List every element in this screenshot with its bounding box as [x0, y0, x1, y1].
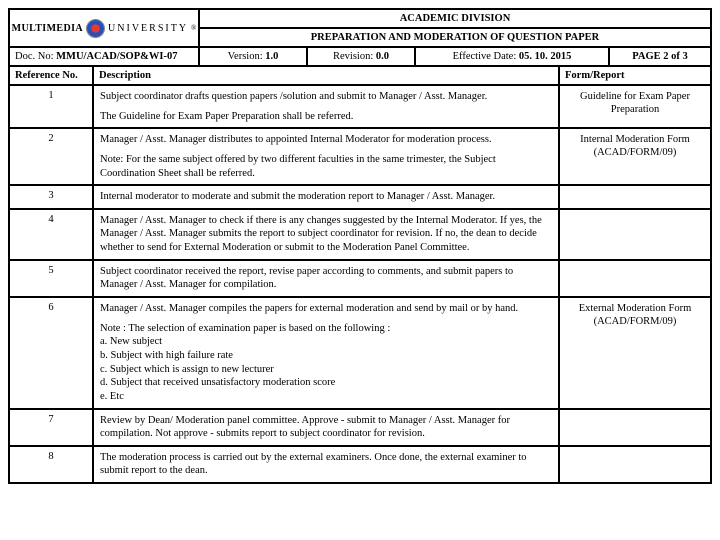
cell-desc: Manager / Asst. Manager to check if ther…: [94, 210, 560, 259]
cell-form: [560, 186, 710, 208]
table-row: 7Review by Dean/ Moderation panel commit…: [10, 410, 710, 447]
desc-paragraph: Note: For the same subject offered by tw…: [100, 153, 552, 180]
logo-right-text: UNIVERSITY: [108, 23, 188, 34]
desc-paragraph: Internal moderator to moderate and submi…: [100, 190, 552, 204]
cell-desc: Subject coordinator received the report,…: [94, 261, 560, 296]
eff-date: 05. 10. 2015: [519, 51, 572, 62]
version-value: 1.0: [265, 51, 278, 62]
cell-ref: 5: [10, 261, 94, 296]
doc-info-row: Doc. No: MMU/ACAD/SOP&WI-07 Version: 1.0…: [10, 48, 710, 67]
desc-paragraph: Manager / Asst. Manager compiles the pap…: [100, 302, 552, 316]
th-desc: Description: [94, 67, 560, 84]
cell-desc: Subject coordinator drafts question pape…: [94, 86, 560, 127]
cell-ref: 7: [10, 410, 94, 445]
table-row: 8The moderation process is carried out b…: [10, 447, 710, 482]
cell-desc: Review by Dean/ Moderation panel committ…: [94, 410, 560, 445]
logo-cell: MULTIMEDIA UNIVERSITY ®: [10, 10, 200, 46]
logo-icon: [86, 19, 105, 38]
doc-no-cell: Doc. No: MMU/ACAD/SOP&WI-07: [10, 48, 200, 65]
division-title: ACADEMIC DIVISION: [200, 10, 710, 29]
desc-paragraph: Manager / Asst. Manager distributes to a…: [100, 133, 552, 147]
eff-label: Effective Date:: [453, 51, 519, 62]
cell-ref: 2: [10, 129, 94, 184]
version-label: Version:: [228, 51, 266, 62]
desc-paragraph: The Guideline for Exam Paper Preparation…: [100, 110, 552, 124]
table-row: 3 Internal moderator to moderate and subm…: [10, 186, 710, 210]
doc-title: PREPARATION AND MODERATION OF QUESTION P…: [200, 29, 710, 46]
doc-no: MMU/ACAD/SOP&WI-07: [56, 51, 177, 62]
version-cell: Version: 1.0: [200, 48, 308, 65]
page-cell: PAGE 2 of 3: [610, 48, 710, 65]
cell-form: External Moderation Form (ACAD/FORM/09): [560, 298, 710, 407]
cell-form: Internal Moderation Form (ACAD/FORM/09): [560, 129, 710, 184]
cell-ref: 3: [10, 186, 94, 208]
desc-paragraph: Note : The selection of examination pape…: [100, 322, 552, 404]
desc-paragraph: The moderation process is carried out by…: [100, 451, 552, 478]
cell-ref: 8: [10, 447, 94, 482]
desc-paragraph: Subject coordinator received the report,…: [100, 265, 552, 292]
logo-left-text: MULTIMEDIA: [12, 23, 83, 34]
header-band: MULTIMEDIA UNIVERSITY ® ACADEMIC DIVISIO…: [10, 10, 710, 48]
table-row: 6 Manager / Asst. Manager compiles the pa…: [10, 298, 710, 409]
cell-form: [560, 210, 710, 259]
cell-ref: 1: [10, 86, 94, 127]
cell-ref: 6: [10, 298, 94, 407]
th-ref: Reference No.: [10, 67, 94, 84]
doc-no-label: Doc. No:: [15, 51, 56, 62]
cell-form: [560, 447, 710, 482]
table-row: 2 Manager / Asst. Manager distributes to …: [10, 129, 710, 186]
cell-ref: 4: [10, 210, 94, 259]
cell-form: [560, 410, 710, 445]
header-right: ACADEMIC DIVISION PREPARATION AND MODERA…: [200, 10, 710, 46]
table-row: 1 Subject coordinator drafts question pap…: [10, 86, 710, 129]
table-row: 4Manager / Asst. Manager to check if the…: [10, 210, 710, 261]
table-body: 1 Subject coordinator drafts question pap…: [10, 86, 710, 482]
table-head-row: Reference No. Description Form/Report: [10, 67, 710, 86]
revision-label: Revision:: [333, 51, 376, 62]
th-form: Form/Report: [560, 67, 710, 84]
cell-desc: Manager / Asst. Manager compiles the pap…: [94, 298, 560, 407]
cell-desc: Internal moderator to moderate and submi…: [94, 186, 560, 208]
desc-paragraph: Subject coordinator drafts question pape…: [100, 90, 552, 104]
cell-form: Guideline for Exam Paper Preparation: [560, 86, 710, 127]
cell-desc: The moderation process is carried out by…: [94, 447, 560, 482]
registered-mark: ®: [191, 24, 196, 32]
desc-paragraph: Review by Dean/ Moderation panel committ…: [100, 414, 552, 441]
cell-form: [560, 261, 710, 296]
revision-value: 0.0: [376, 51, 389, 62]
desc-paragraph: Manager / Asst. Manager to check if ther…: [100, 214, 552, 255]
revision-cell: Revision: 0.0: [308, 48, 416, 65]
effective-date-cell: Effective Date: 05. 10. 2015: [416, 48, 610, 65]
document-table: MULTIMEDIA UNIVERSITY ® ACADEMIC DIVISIO…: [8, 8, 712, 484]
cell-desc: Manager / Asst. Manager distributes to a…: [94, 129, 560, 184]
table-row: 5Subject coordinator received the report…: [10, 261, 710, 298]
